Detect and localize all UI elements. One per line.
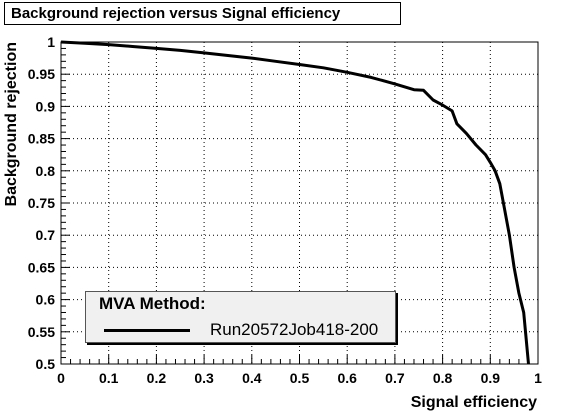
y-tick-label: 0.95 [28,66,55,82]
series [60,40,530,365]
y-tick-label: 0.7 [36,227,56,243]
x-tick-label: 0.1 [99,370,119,386]
legend-swatch [104,329,190,332]
series-line [60,40,530,365]
x-tick-label: 0 [57,370,65,386]
x-tick-label: 0.4 [242,370,262,386]
axis-ticks: 0 0.1 0.2 0.3 0.4 0.5 0.6 0.7 0.8 0.9 1 0.5 0.55 0.6 0… [28,34,542,386]
x-tick-label: 0.6 [337,370,357,386]
x-tick-label: 0.2 [147,370,167,386]
x-tick-label: 0.5 [290,370,310,386]
x-tick-label: 0.7 [385,370,405,386]
chart-title: Background rejection versus Signal effic… [4,2,401,25]
x-tick-label: 0.8 [433,370,453,386]
x-tick-label: 0.9 [481,370,501,386]
x-tick-label: 0.3 [194,370,214,386]
y-tick-label: 1 [47,34,55,50]
y-tick-label: 0.6 [36,292,56,308]
y-tick-label: 0.5 [36,356,56,372]
x-tick-label: 1 [534,370,542,386]
x-axis-label: Signal efficiency [411,394,537,411]
y-tick-label: 0.55 [28,324,55,340]
legend-title: MVA Method: [99,294,206,313]
legend-label: Run20572Job418-200 [210,320,379,339]
y-tick-label: 0.8 [36,163,56,179]
y-tick-label: 0.85 [28,131,55,147]
y-tick-label: 0.75 [28,195,55,211]
y-tick-label: 0.65 [28,259,55,275]
y-tick-label: 0.9 [36,98,56,114]
legend: MVA Method: Run20572Job418-200 [85,291,396,343]
y-axis-label: Background rejection [3,42,20,206]
